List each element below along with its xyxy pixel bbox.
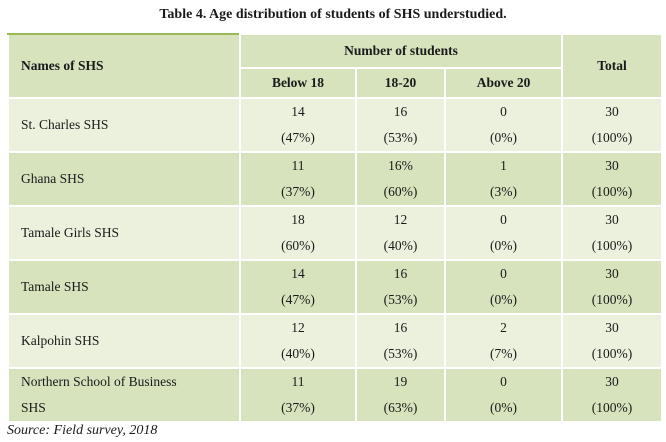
count: 30 — [605, 320, 619, 335]
school-name: Kalpohin SHS — [7, 313, 241, 369]
count: 14 — [291, 104, 305, 119]
18-20-cell: 12 (40%) — [355, 205, 446, 261]
total-cell: 30 (100%) — [561, 367, 664, 423]
count: 14 — [291, 266, 305, 281]
count: 12 — [291, 320, 305, 335]
count: 18 — [291, 212, 305, 227]
header-number-of-students: Number of students — [238, 33, 564, 69]
percent: (7%) — [490, 346, 518, 361]
percent: (100%) — [591, 130, 633, 145]
school-name: Tamale SHS — [7, 259, 241, 315]
age-distribution-table: Names of SHS Number of students Total Be… — [7, 33, 664, 423]
school-name: St. Charles SHS — [7, 97, 241, 153]
count: 16 — [393, 320, 408, 335]
total-cell: 30 (100%) — [561, 313, 664, 369]
above-20-cell: 1 (3%) — [443, 151, 564, 207]
percent: (100%) — [591, 292, 633, 307]
percent: (0%) — [490, 130, 518, 145]
header-names-of-shs: Names of SHS — [7, 33, 241, 99]
percent: (53%) — [383, 346, 418, 361]
count: 0 — [500, 266, 507, 281]
above-20-cell: 0 (0%) — [443, 205, 564, 261]
below-18-cell: 11 (37%) — [239, 367, 357, 423]
table-caption: Table 4. Age distribution of students of… — [159, 7, 507, 22]
school-name-line-1: Northern School of Business — [21, 374, 177, 389]
header-row-2: Below 18 18-20 Above 20 — [8, 67, 662, 99]
count: 0 — [500, 374, 507, 389]
count: 16 — [393, 266, 408, 281]
count: 12 — [393, 212, 408, 227]
percent: (40%) — [281, 346, 315, 361]
above-20-cell: 0 (0%) — [443, 259, 564, 315]
school-name-line-2: SHS — [21, 400, 46, 415]
percent: (37%) — [281, 400, 315, 415]
count: 30 — [605, 158, 619, 173]
percent: (37%) — [281, 184, 315, 199]
school-name: Ghana SHS — [7, 151, 241, 207]
below-18-cell: 12 (40%) — [239, 313, 357, 369]
percent: (0%) — [490, 400, 518, 415]
count: 30 — [605, 374, 619, 389]
percent: (63%) — [383, 400, 418, 415]
count: 2 — [500, 320, 507, 335]
percent: (47%) — [281, 130, 315, 145]
percent: (0%) — [490, 292, 518, 307]
total-cell: 30 (100%) — [561, 151, 664, 207]
total-cell: 30 (100%) — [561, 97, 664, 153]
above-20-cell: 2 (7%) — [443, 313, 564, 369]
header-row-1: Names of SHS Number of students Total — [7, 33, 664, 99]
count: 16 — [393, 104, 408, 119]
above-20-cell: 0 (0%) — [443, 97, 564, 153]
percent: (0%) — [490, 238, 518, 253]
table-row: St. Charles SHS 14 (47%) 16 (53%) 0 (0%) 30… — [7, 97, 664, 153]
count: 1 — [500, 158, 507, 173]
18-20-cell: 16 (53%) — [355, 97, 446, 153]
count: 19 — [393, 374, 408, 389]
count: 30 — [605, 266, 619, 281]
above-20-cell: 0 (0%) — [443, 367, 564, 423]
18-20-cell: 19 (63%) — [355, 367, 446, 423]
percent: (60%) — [383, 184, 418, 199]
count: 0 — [500, 212, 507, 227]
percent: (53%) — [383, 130, 418, 145]
table-row: Tamale SHS 14 (47%) 16 (53%) 0 (0%) 30 (100%… — [7, 259, 664, 315]
percent: (100%) — [591, 184, 633, 199]
total-cell: 30 (100%) — [561, 205, 664, 261]
table-row: Tamale Girls SHS 18 (60%) 12 (40%) 0 (0%) 3… — [7, 205, 664, 261]
18-20-cell: 16 (53%) — [355, 259, 446, 315]
percent: (60%) — [281, 238, 315, 253]
total-cell: 30 (100%) — [561, 259, 664, 315]
count: 16% — [388, 158, 413, 173]
header-18-20: 18-20 — [355, 67, 446, 99]
table-row: Ghana SHS 11 (37%) 16% (60%) 1 (3%) 30 (100%… — [7, 151, 664, 207]
table-row: Kalpohin SHS 12 (40%) 16 (53%) 2 (7%) 30 (10… — [7, 313, 664, 369]
count: 0 — [500, 104, 507, 119]
18-20-cell: 16% (60%) — [355, 151, 446, 207]
header-below-18: Below 18 — [239, 67, 357, 99]
source-note: Source: Field survey, 2018 — [7, 423, 158, 438]
percent: (47%) — [281, 292, 315, 307]
percent: (53%) — [383, 292, 418, 307]
percent: (100%) — [591, 346, 633, 361]
count: 30 — [605, 104, 619, 119]
percent: (3%) — [490, 184, 518, 199]
table-row: Northern School of Business SHS 11 (37%) 1… — [7, 367, 664, 423]
below-18-cell: 18 (60%) — [239, 205, 357, 261]
count: 11 — [291, 374, 305, 389]
count: 11 — [291, 158, 305, 173]
header-total: Total — [561, 33, 664, 99]
school-name: Tamale Girls SHS — [7, 205, 241, 261]
below-18-cell: 14 (47%) — [239, 259, 357, 315]
18-20-cell: 16 (53%) — [355, 313, 446, 369]
school-name: Northern School of Business SHS — [7, 367, 241, 423]
below-18-cell: 11 (37%) — [239, 151, 357, 207]
percent: (100%) — [591, 238, 633, 253]
count: 30 — [605, 212, 619, 227]
percent: (100%) — [591, 400, 633, 415]
percent: (40%) — [383, 238, 418, 253]
header-above-20: Above 20 — [443, 67, 564, 99]
below-18-cell: 14 (47%) — [239, 97, 357, 153]
